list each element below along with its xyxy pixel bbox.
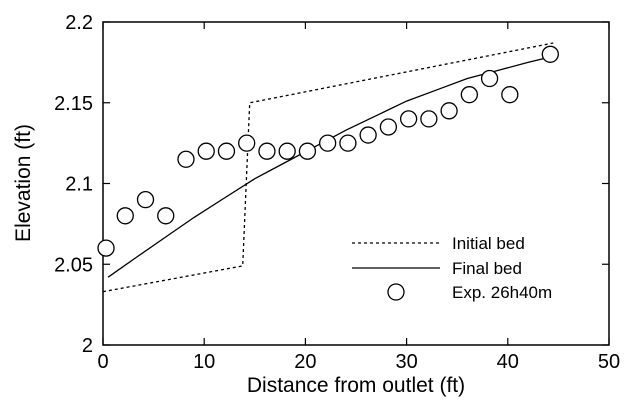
data-point-exp bbox=[278, 142, 296, 160]
x-tick-label: 30 bbox=[395, 351, 417, 373]
data-point-exp bbox=[258, 142, 276, 160]
data-point-exp bbox=[177, 150, 195, 168]
x-tick-label: 50 bbox=[598, 351, 620, 373]
legend-label: Initial bed bbox=[452, 234, 525, 253]
x-tick-label: 0 bbox=[97, 351, 108, 373]
y-tick-label: 2.1 bbox=[65, 174, 93, 196]
data-point-exp bbox=[420, 110, 438, 128]
data-point-exp bbox=[440, 102, 458, 120]
data-point-exp bbox=[217, 142, 236, 160]
x-axis-label: Distance from outlet (ft) bbox=[247, 374, 465, 397]
y-tick-label: 2.2 bbox=[65, 12, 93, 34]
legend: Initial bed Final bed Exp. 26h40m bbox=[352, 234, 552, 302]
data-point-exp bbox=[97, 239, 115, 257]
y-tick-label: 2.15 bbox=[54, 93, 93, 115]
legend-label: Final bed bbox=[452, 259, 522, 278]
x-tick-label: 40 bbox=[497, 351, 519, 373]
data-point-exp bbox=[541, 45, 559, 63]
legend-label: Exp. 26h40m bbox=[452, 283, 552, 302]
data-point-exp bbox=[460, 86, 478, 104]
data-point-exp bbox=[319, 134, 337, 152]
data-point-exp bbox=[197, 142, 215, 160]
data-point-exp bbox=[116, 207, 134, 225]
ticks-layer: 0 10 20 30 40 50 2 2.05 2.1 2.15 2.2 bbox=[54, 12, 620, 373]
data-point-exp bbox=[501, 86, 519, 104]
data-point-exp bbox=[136, 190, 155, 209]
data-point-exp bbox=[359, 126, 377, 144]
y-axis-label: Elevation (ft) bbox=[12, 124, 35, 242]
data-point-exp bbox=[157, 207, 175, 225]
data-point-exp bbox=[379, 118, 398, 136]
x-tick-label: 10 bbox=[193, 351, 215, 373]
y-tick-label: 2 bbox=[82, 335, 93, 357]
y-tick-label: 2.05 bbox=[54, 254, 93, 276]
data-point-exp bbox=[399, 110, 418, 128]
data-point-exp bbox=[238, 134, 256, 152]
series-layer bbox=[97, 42, 559, 293]
data-point-exp bbox=[480, 69, 499, 88]
legend-marker-exp bbox=[387, 283, 405, 301]
data-point-exp bbox=[298, 142, 317, 160]
x-tick-label: 20 bbox=[294, 351, 316, 373]
data-point-exp bbox=[339, 134, 357, 152]
